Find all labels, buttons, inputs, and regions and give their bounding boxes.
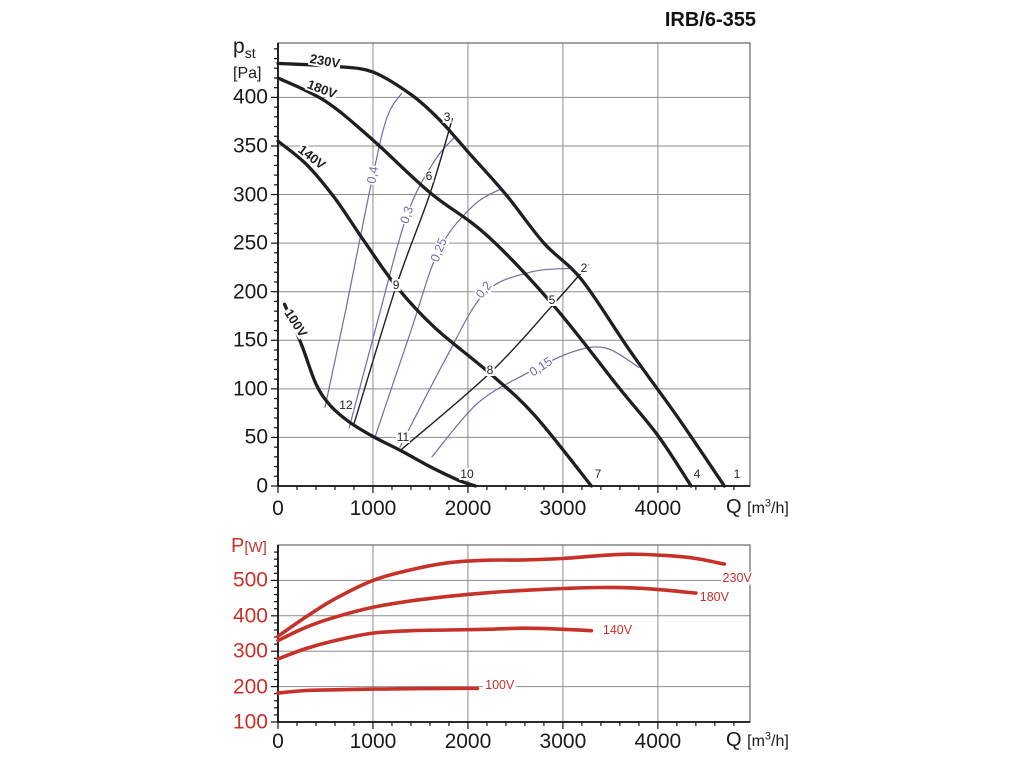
flow-symbol: Q — [726, 729, 742, 751]
pressure-unit: [Pa] — [233, 64, 262, 82]
curve-pressure-230v — [276, 61, 727, 488]
plot-frame — [277, 544, 751, 723]
pressure-symbol: p — [233, 35, 245, 58]
curve-power-100v — [276, 686, 480, 695]
curve-power-180v — [276, 585, 698, 643]
pressure-chart — [271, 42, 751, 493]
duty-line-b — [401, 263, 590, 450]
flow-unit: [m3/h] — [747, 497, 789, 517]
efficiency-curve-0,4 — [324, 92, 403, 408]
flow-axis-title-bottom: Q [m3/h] — [726, 730, 789, 751]
power-unit: [W] — [244, 539, 267, 556]
flow-unit: [m3/h] — [747, 730, 789, 750]
curve-pressure-180v — [276, 76, 693, 488]
pressure-axis-title: pst [Pa] — [233, 35, 262, 83]
power-axis-title: P[W] — [231, 536, 267, 557]
flow-axis-title-top: Q [m3/h] — [726, 497, 789, 518]
power-symbol: P — [231, 535, 245, 557]
efficiency-curve-0,3 — [348, 137, 455, 429]
page-title: IRB/6-355 — [664, 9, 756, 31]
power-chart — [271, 544, 751, 729]
curve-pressure-100v — [282, 302, 478, 488]
curve-power-140v — [276, 626, 594, 661]
curve-power-230v — [276, 552, 727, 639]
efficiency-curve-0,15 — [431, 346, 640, 458]
duty-line-a — [353, 118, 453, 425]
flow-symbol: Q — [726, 496, 742, 518]
pressure-symbol-sub: st — [244, 45, 256, 62]
